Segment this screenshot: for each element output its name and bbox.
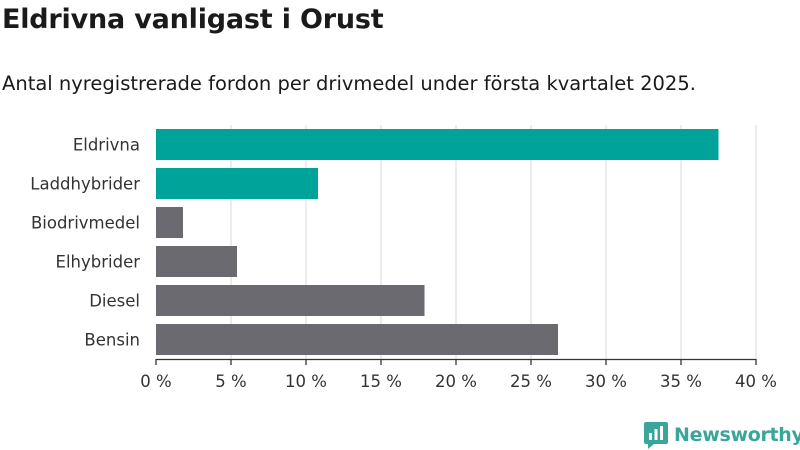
x-tick-label: 25 % xyxy=(510,372,552,391)
category-label: Diesel xyxy=(89,292,140,311)
x-tick-label: 35 % xyxy=(660,372,702,391)
x-tick-label: 20 % xyxy=(435,372,477,391)
x-tick-label: 10 % xyxy=(285,372,327,391)
category-label: Bensin xyxy=(84,331,140,350)
bar xyxy=(156,207,183,238)
bar xyxy=(156,285,425,316)
chart-title: Eldrivna vanligast i Orust xyxy=(2,4,384,35)
x-tick-label: 40 % xyxy=(735,372,777,391)
bar xyxy=(156,246,237,277)
bar xyxy=(156,168,318,199)
brand-name: Newsworthy xyxy=(674,424,800,446)
chart-subtitle: Antal nyregistrerade fordon per drivmede… xyxy=(2,72,696,95)
bar xyxy=(156,129,719,160)
x-tick-label: 0 % xyxy=(140,372,171,391)
x-tick-label: 5 % xyxy=(215,372,246,391)
category-label: Biodrivmedel xyxy=(31,214,140,233)
category-label: Eldrivna xyxy=(73,136,140,155)
category-label: Elhybrider xyxy=(56,253,141,272)
x-tick-label: 30 % xyxy=(585,372,627,391)
category-label: Laddhybrider xyxy=(30,175,140,194)
newsworthy-logo-icon xyxy=(644,422,668,449)
x-tick-label: 15 % xyxy=(360,372,402,391)
bar xyxy=(156,324,558,355)
newsworthy-brand: Newsworthy xyxy=(644,420,800,450)
